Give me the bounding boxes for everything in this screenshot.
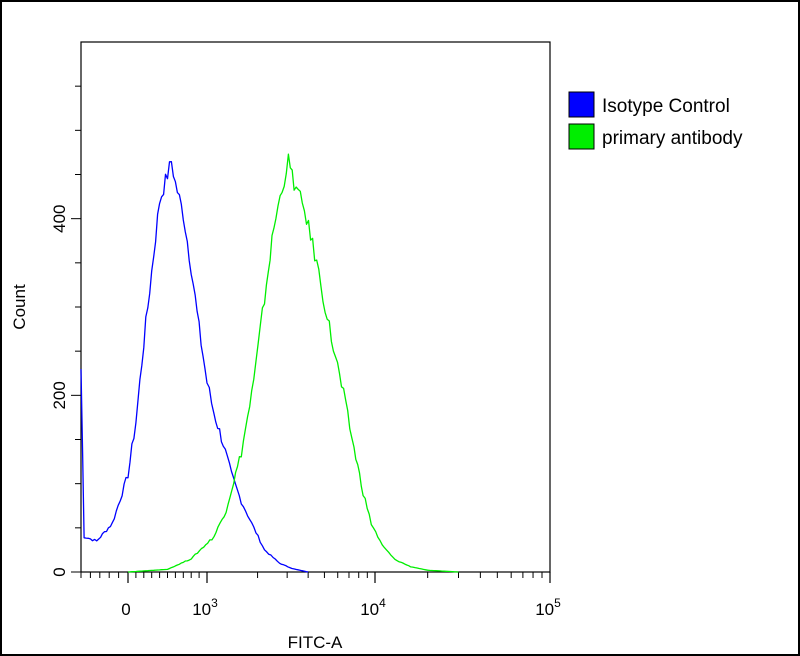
legend: Isotype Control primary antibody [568,91,743,150]
y-axis: 0 200 400 [50,85,81,577]
x-tick-label: 104 [360,596,386,619]
legend-swatch-1 [568,123,595,150]
x-tick-label: 0 [121,600,130,619]
plot-area [80,41,551,573]
series-layer [80,153,459,573]
series-line-1 [127,153,459,573]
y-tick-label: 400 [50,204,69,232]
x-tick-label: 103 [192,596,218,619]
x-axis-label: FITC-A [288,633,343,652]
legend-label-0: Isotype Control [602,96,730,117]
x-axis: 0 103 104 105 [80,572,561,619]
legend-swatch-0 [568,91,595,118]
x-tick-label: 105 [535,596,561,619]
legend-label-1: primary antibody [602,128,743,149]
y-tick-label: 0 [50,567,69,576]
series-line-0 [80,161,309,573]
y-tick-label: 200 [50,381,69,409]
y-axis-label: Count [10,284,29,330]
